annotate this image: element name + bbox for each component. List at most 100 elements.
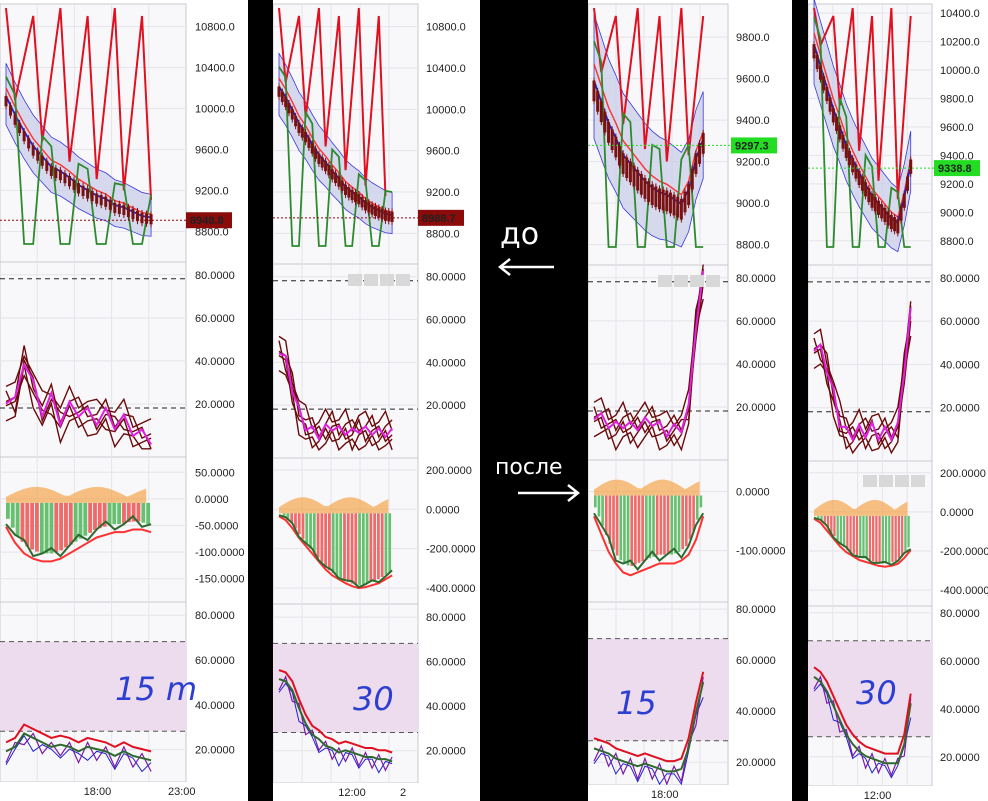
macd-histogram-bar bbox=[623, 495, 626, 564]
macd-histogram-bar bbox=[641, 495, 644, 562]
candle-body bbox=[300, 127, 304, 138]
candle-body bbox=[108, 199, 112, 210]
candle-body bbox=[377, 207, 381, 218]
price-axis-label: 9000.0 bbox=[736, 198, 770, 210]
candle-body bbox=[812, 44, 816, 59]
price-axis-label: 10800.0 bbox=[195, 22, 235, 34]
macd-axis-label: -150.0000 bbox=[195, 574, 245, 586]
candle-body bbox=[876, 200, 880, 215]
candle-body bbox=[636, 169, 640, 191]
candle-body bbox=[831, 108, 835, 123]
macd-histogram-bar bbox=[64, 502, 68, 548]
candle-body bbox=[893, 217, 897, 232]
time-axis bbox=[273, 783, 480, 801]
after-note: после bbox=[495, 455, 563, 480]
macd-histogram-bar bbox=[88, 502, 93, 533]
macd-histogram-bar bbox=[39, 502, 44, 554]
macd-histogram-bar bbox=[335, 513, 339, 576]
candle-body bbox=[838, 125, 842, 140]
last-price-marker bbox=[186, 212, 232, 229]
macd-histogram-bar bbox=[875, 515, 878, 563]
candle-body bbox=[886, 211, 890, 226]
macd-histogram-bar bbox=[855, 515, 859, 556]
zigzag-green-line bbox=[5, 76, 152, 245]
candle-body bbox=[683, 191, 687, 213]
rsi-axis-label: 80.0000 bbox=[736, 604, 776, 616]
price-axis-label: 9200.0 bbox=[426, 187, 460, 199]
macd-histogram-bar bbox=[102, 502, 107, 527]
time-axis-label: 2 bbox=[400, 787, 406, 799]
candle-body bbox=[294, 115, 298, 127]
macd-axis-label: -200.0000 bbox=[426, 544, 476, 556]
rsi-smooth-line bbox=[813, 675, 912, 765]
rsi-signal-line bbox=[813, 666, 912, 755]
candle-body bbox=[668, 192, 672, 214]
candle-body bbox=[614, 136, 618, 158]
macd-histogram-bar bbox=[343, 513, 346, 581]
candle-body bbox=[67, 176, 71, 187]
candle-body bbox=[145, 213, 149, 224]
stochastic-line bbox=[278, 355, 393, 452]
candle-body bbox=[360, 197, 364, 208]
stoch-axis-label: 20.0000 bbox=[426, 400, 466, 412]
panel-separator bbox=[792, 0, 808, 801]
candle-body bbox=[370, 204, 374, 215]
macd-histogram-bar bbox=[597, 495, 601, 517]
macd-histogram-bar bbox=[872, 515, 875, 562]
rsi-axis-label: 20.0000 bbox=[195, 745, 235, 757]
candle-body bbox=[140, 212, 144, 224]
macd-histogram-bar bbox=[852, 515, 855, 554]
macd-signal-line bbox=[593, 515, 705, 577]
rsi-line bbox=[593, 676, 704, 786]
stochastic-line bbox=[278, 350, 393, 439]
macd-histogram-bar bbox=[358, 513, 361, 585]
candle-body bbox=[854, 164, 858, 179]
rsi-axis-label: 20.0000 bbox=[940, 752, 980, 764]
moving-average-red bbox=[593, 63, 704, 196]
candle-body bbox=[135, 210, 139, 222]
macd-histogram-bar bbox=[339, 513, 343, 578]
macd-histogram-bar bbox=[15, 502, 20, 536]
macd-line bbox=[278, 514, 393, 589]
candle-body bbox=[596, 90, 600, 112]
stoch-axis-label: 20.0000 bbox=[736, 402, 776, 414]
price-axis-label: 10000.0 bbox=[940, 65, 980, 77]
macd-histogram-bar bbox=[907, 515, 910, 548]
candle-body bbox=[676, 196, 680, 218]
macd-histogram-bar bbox=[282, 513, 286, 516]
candle-body bbox=[77, 183, 81, 194]
macd-axis-label: 200.0000 bbox=[940, 468, 986, 480]
price-axis-label: 9400.0 bbox=[940, 150, 974, 162]
macd-histogram-bar bbox=[49, 502, 54, 554]
candle-body bbox=[363, 200, 367, 211]
price-axis-label: 10400.0 bbox=[940, 8, 980, 20]
macd-histogram-bar bbox=[78, 502, 83, 539]
macd-histogram-bar bbox=[25, 502, 30, 547]
candle-body bbox=[290, 109, 294, 120]
candle-body bbox=[104, 196, 108, 207]
macd-area bbox=[279, 497, 389, 514]
macd-histogram-bar bbox=[388, 513, 392, 573]
macd-histogram-bar bbox=[604, 495, 608, 535]
macd-area bbox=[6, 486, 147, 503]
time-axis-label: 12:00 bbox=[338, 787, 366, 799]
timeframe-note: 30 bbox=[353, 680, 394, 718]
last-price-value: 8948.8 bbox=[190, 215, 224, 227]
macd-histogram-bar bbox=[316, 513, 320, 558]
candle-body bbox=[883, 207, 887, 223]
stoch-axis-label: 80.0000 bbox=[940, 273, 980, 285]
candle-body bbox=[658, 188, 662, 210]
macd-histogram-bar bbox=[97, 502, 102, 529]
macd-histogram-bar bbox=[59, 502, 64, 551]
panel-separator bbox=[480, 0, 588, 801]
macd-histogram-bar bbox=[601, 495, 604, 526]
macd-signal-line bbox=[5, 526, 152, 563]
macd-axis-label: 0.0000 bbox=[940, 507, 974, 519]
stochastic-line bbox=[5, 354, 152, 429]
rsi-signal-line bbox=[593, 671, 705, 763]
pane-control-icon bbox=[690, 275, 704, 287]
macd-histogram-bar bbox=[30, 502, 35, 550]
macd-histogram-bar bbox=[659, 495, 663, 555]
stochastic-line bbox=[593, 298, 704, 452]
stochastic-line bbox=[5, 373, 152, 448]
